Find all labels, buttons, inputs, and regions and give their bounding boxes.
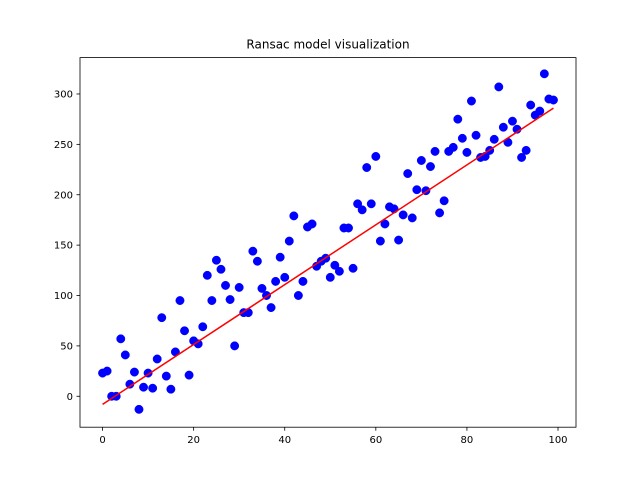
scatter-point	[221, 280, 230, 290]
scatter-point	[471, 130, 481, 140]
scatter-point	[161, 371, 171, 381]
scatter-point	[234, 282, 244, 292]
scatter-point	[216, 264, 226, 274]
scatter-point	[526, 100, 536, 110]
scatter-point	[389, 204, 399, 214]
scatter-point	[517, 153, 527, 162]
scatter-point	[344, 223, 353, 233]
scatter-point	[453, 114, 463, 124]
x-tick-label: 80	[461, 435, 474, 446]
data-marks	[98, 69, 558, 414]
chart-title: Ransac model visualization	[246, 38, 409, 52]
scatter-point	[293, 291, 303, 300]
scatter-point	[280, 272, 290, 282]
scatter-point	[357, 205, 367, 215]
scatter-point	[180, 326, 189, 336]
scatter-point	[412, 185, 422, 195]
scatter-point	[380, 219, 390, 229]
axes: 0 20 40 60 80 100 0 50 100 150 200 250 300	[54, 57, 577, 446]
scatter-point	[334, 266, 344, 276]
scatter-point	[157, 313, 167, 323]
scatter-point	[289, 211, 299, 221]
scatter-point	[198, 322, 208, 332]
scatter-point	[129, 367, 139, 377]
scatter-point	[549, 95, 558, 105]
scatter-point	[275, 252, 285, 262]
scatter-point	[148, 383, 158, 393]
scatter-point	[398, 210, 408, 220]
x-tick-label: 40	[278, 435, 291, 446]
scatter-point	[521, 145, 531, 155]
scatter-point	[139, 382, 148, 392]
y-tick-label: 100	[54, 291, 73, 302]
scatter-point	[257, 284, 267, 293]
scatter-point	[416, 156, 426, 165]
y-tick-label: 0	[67, 392, 73, 403]
scatter-point	[116, 334, 126, 344]
y-tick-label: 200	[54, 190, 73, 201]
scatter-point	[252, 256, 262, 266]
y-tick-label: 50	[60, 341, 73, 352]
scatter-point	[435, 208, 445, 218]
scatter-point	[394, 235, 404, 245]
scatter-point	[284, 236, 294, 246]
scatter-point	[248, 246, 258, 256]
scatter-point	[366, 199, 376, 209]
scatter-point	[535, 106, 545, 116]
scatter-point	[225, 295, 235, 304]
scatter-point	[467, 96, 476, 106]
scatter-point	[175, 296, 185, 305]
scatter-point	[330, 260, 340, 270]
scatter-point	[134, 404, 144, 414]
scatter-point	[508, 116, 517, 126]
scatter-point	[407, 213, 417, 223]
scatter-point	[498, 122, 508, 132]
scatter-point	[166, 384, 176, 394]
scatter-point	[430, 146, 440, 156]
scatter-point	[448, 142, 458, 152]
x-tick-label: 0	[99, 435, 105, 446]
scatter-point	[375, 236, 385, 246]
scatter-point	[348, 263, 358, 273]
x-tick-label: 20	[187, 435, 200, 446]
ransac-fit-line	[102, 107, 554, 405]
y-tick-label: 300	[54, 90, 73, 101]
scatter-point	[539, 69, 549, 79]
scatter-point	[271, 276, 281, 286]
x-tick-label: 60	[369, 435, 382, 446]
scatter-point	[439, 196, 449, 206]
scatter-point	[457, 133, 467, 143]
y-tick-label: 250	[54, 140, 73, 151]
scatter-point	[152, 354, 162, 364]
scatter-point	[353, 199, 363, 209]
scatter-point	[371, 152, 381, 161]
axes-frame	[79, 57, 577, 428]
scatter-point	[325, 272, 335, 282]
scatter-point	[403, 169, 413, 179]
plot-area	[98, 69, 558, 414]
scatter-point	[120, 350, 130, 360]
scatter-point	[102, 366, 112, 376]
scatter-point	[298, 276, 308, 286]
scatter-point	[266, 303, 276, 313]
scatter-point	[207, 296, 217, 305]
scatter-point	[489, 134, 499, 144]
y-tick-label: 150	[54, 241, 73, 252]
scatter-point	[307, 219, 317, 229]
scatter-point	[211, 255, 221, 265]
scatter-point	[426, 162, 435, 171]
x-tick-label: 100	[548, 435, 567, 446]
scatter-point	[494, 82, 504, 92]
scatter-point	[362, 163, 372, 172]
scatter-point	[184, 370, 194, 380]
scatter-point	[202, 270, 212, 280]
scatter-point	[462, 147, 472, 157]
scatter-point	[230, 341, 240, 351]
